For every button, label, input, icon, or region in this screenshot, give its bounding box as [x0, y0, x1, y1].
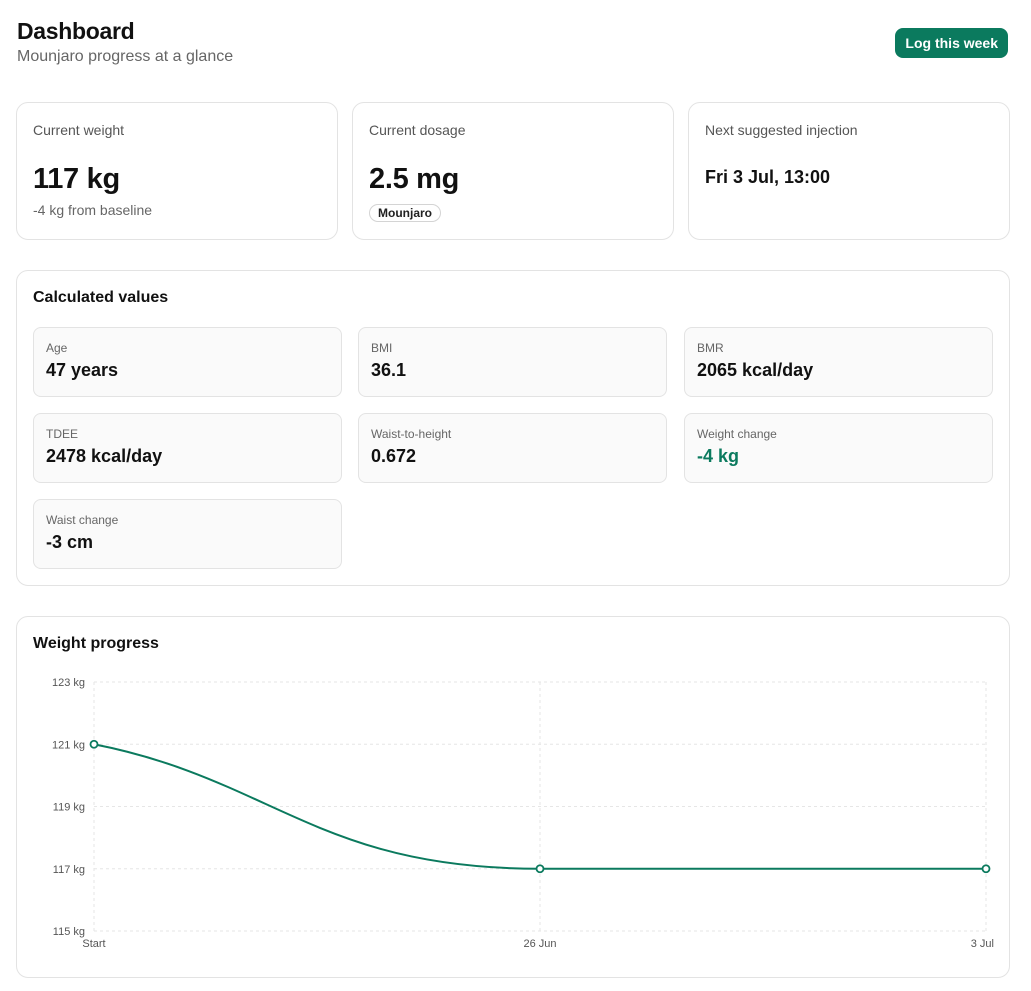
y-tick-label: 117 kg — [53, 864, 85, 876]
x-tick-label: 3 Jul — [971, 938, 994, 950]
bmr-tile: BMR 2065 kcal/day — [684, 327, 993, 397]
weight-progress-card: Weight progress 115 kg 117 kg 119 kg 121 kg… — [16, 616, 1010, 978]
y-tick-label: 123 kg — [52, 677, 85, 689]
x-tick-label: Start — [82, 938, 105, 950]
age-value: 47 years — [46, 360, 119, 380]
age-tile: Age 47 years — [33, 327, 342, 397]
x-tick-label: 26 Jun — [523, 938, 556, 950]
waist-change-label: Waist change — [46, 513, 119, 527]
weight-progress-chart: 115 kg 117 kg 119 kg 121 kg 123 kg Start 26 J… — [52, 677, 994, 950]
age-label: Age — [46, 341, 68, 355]
waist-change-tile: Waist change -3 cm — [33, 499, 342, 569]
weight-progress-title: Weight progress — [33, 635, 159, 652]
current-dosage-value: 2.5 mg — [369, 163, 460, 195]
weight-from-baseline: -4 kg from baseline — [33, 202, 153, 218]
weight-data-point — [535, 864, 545, 874]
calculated-values-title: Calculated values — [33, 289, 169, 306]
x-axis-ticks: Start 26 Jun 3 Jul — [82, 938, 994, 950]
current-dosage-label: Current dosage — [369, 122, 466, 138]
current-dosage-card: Current dosage 2.5 mg Mounjaro — [352, 102, 674, 240]
log-this-week-button[interactable]: Log this week — [895, 28, 1008, 58]
weight-change-tile: Weight change -4 kg — [684, 413, 993, 483]
chart-grid — [93, 681, 987, 932]
y-tick-label: 115 kg — [53, 926, 85, 938]
page-subtitle: Mounjaro progress at a glance — [17, 48, 234, 65]
bmi-label: BMI — [371, 341, 393, 355]
weight-data-point — [981, 864, 991, 874]
y-axis-ticks: 115 kg 117 kg 119 kg 121 kg 123 kg — [52, 677, 85, 938]
bmr-value: 2065 kcal/day — [697, 360, 814, 380]
current-weight-value: 117 kg — [33, 163, 120, 195]
bmr-label: BMR — [697, 341, 724, 355]
tdee-value: 2478 kcal/day — [46, 446, 163, 466]
calculated-values-card: Calculated values Age 47 years BMI 36.1 … — [16, 270, 1010, 586]
waist-to-height-value: 0.672 — [371, 446, 417, 466]
waist-to-height-tile: Waist-to-height 0.672 — [358, 413, 667, 483]
medication-badge: Mounjaro — [369, 204, 441, 222]
next-injection-label: Next suggested injection — [705, 122, 858, 138]
next-injection-value: Fri 3 Jul, 13:00 — [705, 167, 831, 187]
y-tick-label: 119 kg — [53, 802, 85, 814]
weight-series-line — [93, 743, 986, 870]
y-tick-label: 121 kg — [52, 739, 85, 751]
page-title: Dashboard — [17, 18, 135, 44]
next-injection-card: Next suggested injection Fri 3 Jul, 13:0… — [688, 102, 1010, 240]
bmi-value: 36.1 — [371, 360, 407, 380]
current-weight-label: Current weight — [33, 122, 125, 138]
page-header: Dashboard Mounjaro progress at a glance … — [17, 16, 1009, 72]
waist-change-value: -3 cm — [46, 532, 94, 552]
waist-to-height-label: Waist-to-height — [371, 427, 452, 441]
tdee-tile: TDEE 2478 kcal/day — [33, 413, 342, 483]
bmi-tile: BMI 36.1 — [358, 327, 667, 397]
tdee-label: TDEE — [46, 427, 79, 441]
weight-change-label: Weight change — [697, 427, 777, 441]
weight-data-point — [89, 739, 99, 749]
weight-change-value: -4 kg — [697, 446, 740, 466]
current-weight-card: Current weight 117 kg -4 kg from baselin… — [16, 102, 338, 240]
weight-series-points — [89, 739, 991, 874]
